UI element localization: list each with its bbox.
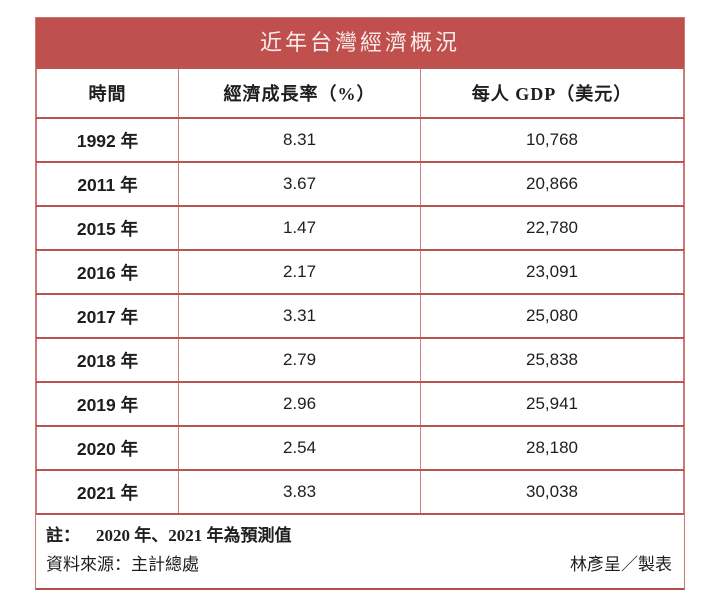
source-credit-line: 資料來源：主計總處 林彥呈／製表 <box>46 552 672 578</box>
note-label: 註： <box>46 526 80 545</box>
year-cell: 2017 年 <box>36 293 179 339</box>
value-cell: 1.47 <box>178 205 421 251</box>
economy-table-card: 近年台灣經濟概況 時間 經濟成長率（%） 每人 GDP（美元） 1992 年 8.… <box>35 17 685 590</box>
value-cell: 3.83 <box>178 469 421 515</box>
value-cell: 25,941 <box>420 381 684 427</box>
value-cell: 25,080 <box>420 293 684 339</box>
data-source: 資料來源：主計總處 <box>46 555 199 574</box>
value-cell: 3.31 <box>178 293 421 339</box>
year-cell: 2021 年 <box>36 469 179 515</box>
value-cell: 10,768 <box>420 117 684 163</box>
value-cell: 8.31 <box>178 117 421 163</box>
table-row: 2017 年 3.31 25,080 <box>36 293 684 339</box>
column-header-gdp-per-capita: 每人 GDP（美元） <box>420 67 684 119</box>
table-row: 2019 年 2.96 25,941 <box>36 381 684 427</box>
value-cell: 25,838 <box>420 337 684 383</box>
table-row: 2016 年 2.17 23,091 <box>36 249 684 295</box>
year-cell: 2020 年 <box>36 425 179 471</box>
note-text: 2020 年、2021 年為預測值 <box>96 526 292 545</box>
value-cell: 20,866 <box>420 161 684 207</box>
value-cell: 2.54 <box>178 425 421 471</box>
table-row: 2011 年 3.67 20,866 <box>36 161 684 207</box>
value-cell: 3.67 <box>178 161 421 207</box>
year-cell: 2011 年 <box>36 161 179 207</box>
credit: 林彥呈／製表 <box>570 555 672 574</box>
table-row: 2018 年 2.79 25,838 <box>36 337 684 383</box>
table-row: 1992 年 8.31 10,768 <box>36 117 684 163</box>
value-cell: 2.17 <box>178 249 421 295</box>
value-cell: 22,780 <box>420 205 684 251</box>
table-row: 2021 年 3.83 30,038 <box>36 469 684 515</box>
value-cell: 30,038 <box>420 469 684 515</box>
year-cell: 2016 年 <box>36 249 179 295</box>
header-row: 時間 經濟成長率（%） 每人 GDP（美元） <box>36 67 684 119</box>
table-row: 2015 年 1.47 22,780 <box>36 205 684 251</box>
column-header-growth-rate: 經濟成長率（%） <box>178 67 421 119</box>
value-cell: 28,180 <box>420 425 684 471</box>
year-cell: 2019 年 <box>36 381 179 427</box>
note-line: 註： 2020 年、2021 年為預測值 <box>46 523 672 549</box>
economy-table: 時間 經濟成長率（%） 每人 GDP（美元） 1992 年 8.31 10,768 2… <box>36 67 684 515</box>
year-cell: 2015 年 <box>36 205 179 251</box>
year-cell: 2018 年 <box>36 337 179 383</box>
year-cell: 1992 年 <box>36 117 179 163</box>
value-cell: 23,091 <box>420 249 684 295</box>
value-cell: 2.79 <box>178 337 421 383</box>
table-body: 1992 年 8.31 10,768 2011 年 3.67 20,866 2015 年 1.… <box>36 117 684 515</box>
table-row: 2020 年 2.54 28,180 <box>36 425 684 471</box>
table-notes: 註： 2020 年、2021 年為預測值 資料來源：主計總處 林彥呈／製表 <box>36 515 684 588</box>
table-title: 近年台灣經濟概況 <box>36 18 684 67</box>
column-header-time: 時間 <box>36 67 179 119</box>
value-cell: 2.96 <box>178 381 421 427</box>
